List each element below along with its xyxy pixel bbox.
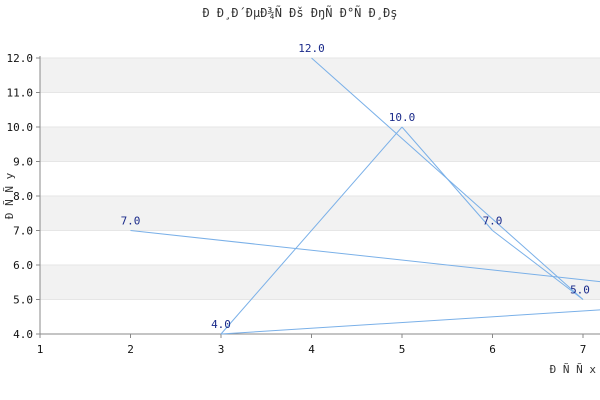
grid-band bbox=[40, 92, 600, 127]
y-tick-label: 9.0 bbox=[13, 156, 33, 169]
axes bbox=[39, 56, 600, 335]
x-tick-label: 7 bbox=[580, 343, 587, 356]
grid-band bbox=[40, 127, 600, 162]
y-tick-label: 5.0 bbox=[13, 294, 33, 307]
series-segment bbox=[220, 126, 403, 335]
series-segment bbox=[492, 230, 584, 300]
y-tick-label: 10.0 bbox=[7, 121, 34, 134]
grid-bands bbox=[40, 57, 600, 335]
data-label: 4.0 bbox=[211, 318, 231, 331]
data-label: 5.0 bbox=[570, 284, 590, 297]
grid-band bbox=[40, 230, 600, 265]
y-tick-label: 6.0 bbox=[13, 259, 33, 272]
y-axis-title: Ð Ñ Ñ y bbox=[3, 172, 16, 219]
y-tick-label: 12.0 bbox=[7, 52, 34, 65]
data-label: 7.0 bbox=[483, 215, 503, 228]
series-segment bbox=[130, 230, 600, 283]
y-tick-label: 4.0 bbox=[13, 328, 33, 341]
y-tick-label: 11.0 bbox=[7, 87, 34, 100]
x-ticks: 1 2 3 4 5 6 7 bbox=[37, 334, 587, 356]
grid-band bbox=[40, 196, 600, 231]
series-segment bbox=[220, 309, 600, 335]
data-labels: 12.0 7.0 10.0 4.0 5.0 7.0 bbox=[121, 42, 590, 331]
x-tick-label: 1 bbox=[37, 343, 44, 356]
data-label: 7.0 bbox=[121, 215, 141, 228]
x-axis-title: Ð Ñ Ñ x bbox=[550, 363, 597, 376]
series bbox=[130, 57, 600, 335]
y-tick-label: 7.0 bbox=[13, 225, 33, 238]
y-tick-label: 8.0 bbox=[13, 190, 33, 203]
x-tick-label: 6 bbox=[489, 343, 496, 356]
series-segment bbox=[401, 126, 493, 231]
x-tick-label: 2 bbox=[127, 343, 134, 356]
x-tick-label: 4 bbox=[308, 343, 315, 356]
grid-band bbox=[40, 161, 600, 196]
grid-band bbox=[40, 58, 600, 93]
y-ticks: 4.0 5.0 6.0 7.0 8.0 9.0 10.0 11.0 12.0 bbox=[7, 52, 40, 341]
grid-band bbox=[40, 299, 600, 334]
grid-band bbox=[40, 265, 600, 300]
chart-title: Ð Ð¸Ð´ÐµÐ¾Ñ Ðš ÐŋÑ Ð°Ñ Ð¸Ðş bbox=[202, 5, 397, 20]
x-tick-label: 5 bbox=[399, 343, 406, 356]
x-tick-label: 3 bbox=[218, 343, 225, 356]
data-label: 10.0 bbox=[389, 111, 416, 124]
data-label: 12.0 bbox=[298, 42, 325, 55]
